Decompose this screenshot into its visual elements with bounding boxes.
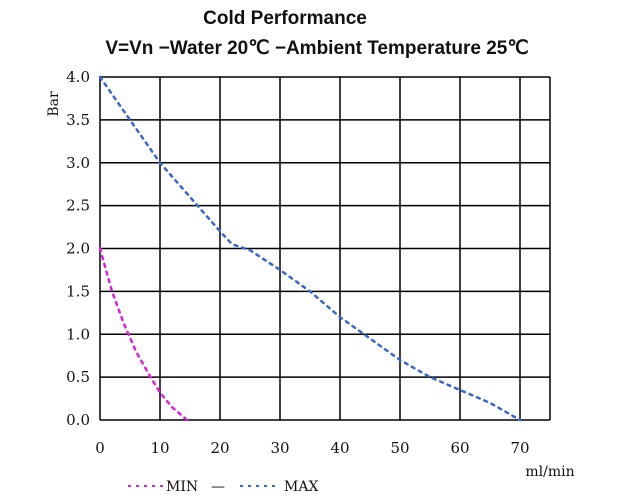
x-tick-label: 20 — [210, 439, 229, 457]
x-tick-label: 30 — [270, 439, 289, 457]
series-line-min — [98, 247, 189, 422]
series-line-max — [98, 75, 522, 422]
x-tick-label: 0 — [95, 439, 105, 457]
legend-separator: — — [211, 479, 225, 495]
y-tick-label: 2.0 — [66, 240, 90, 258]
legend-min-label: MIN — [166, 479, 198, 495]
chart-title: Cold Performance — [203, 8, 367, 29]
y-tick-label: 4.0 — [66, 68, 90, 86]
legend: MIN — MAX — [128, 479, 318, 495]
x-tick-label: 70 — [510, 439, 529, 457]
x-tick-label: 40 — [330, 439, 349, 457]
y-axis-label: Bar — [46, 91, 62, 117]
y-tick-label: 0.0 — [66, 411, 90, 429]
y-tick-label: 2.5 — [66, 197, 90, 215]
y-tick-label: 1.0 — [66, 325, 90, 343]
x-tick-label: 50 — [390, 439, 409, 457]
plot-grid — [99, 76, 551, 421]
y-tick-label: 0.5 — [66, 368, 90, 386]
y-tick-label: 1.5 — [66, 282, 90, 300]
y-tick-labels: 0.0 0.5 1.0 1.5 2.0 2.5 3.0 3.5 4.0 — [66, 68, 90, 429]
x-tick-labels: 0 10 20 30 40 50 60 70 — [95, 439, 529, 457]
legend-max-label: MAX — [284, 479, 318, 495]
x-tick-label: 10 — [150, 439, 169, 457]
y-tick-label: 3.0 — [66, 154, 90, 172]
y-tick-label: 3.5 — [66, 111, 90, 129]
chart-subtitle: V=Vn −Water 20℃ −Ambient Temperature 25℃ — [105, 38, 528, 59]
x-axis-label: ml/min — [525, 464, 574, 480]
series-lines — [98, 75, 522, 422]
x-tick-label: 60 — [450, 439, 469, 457]
